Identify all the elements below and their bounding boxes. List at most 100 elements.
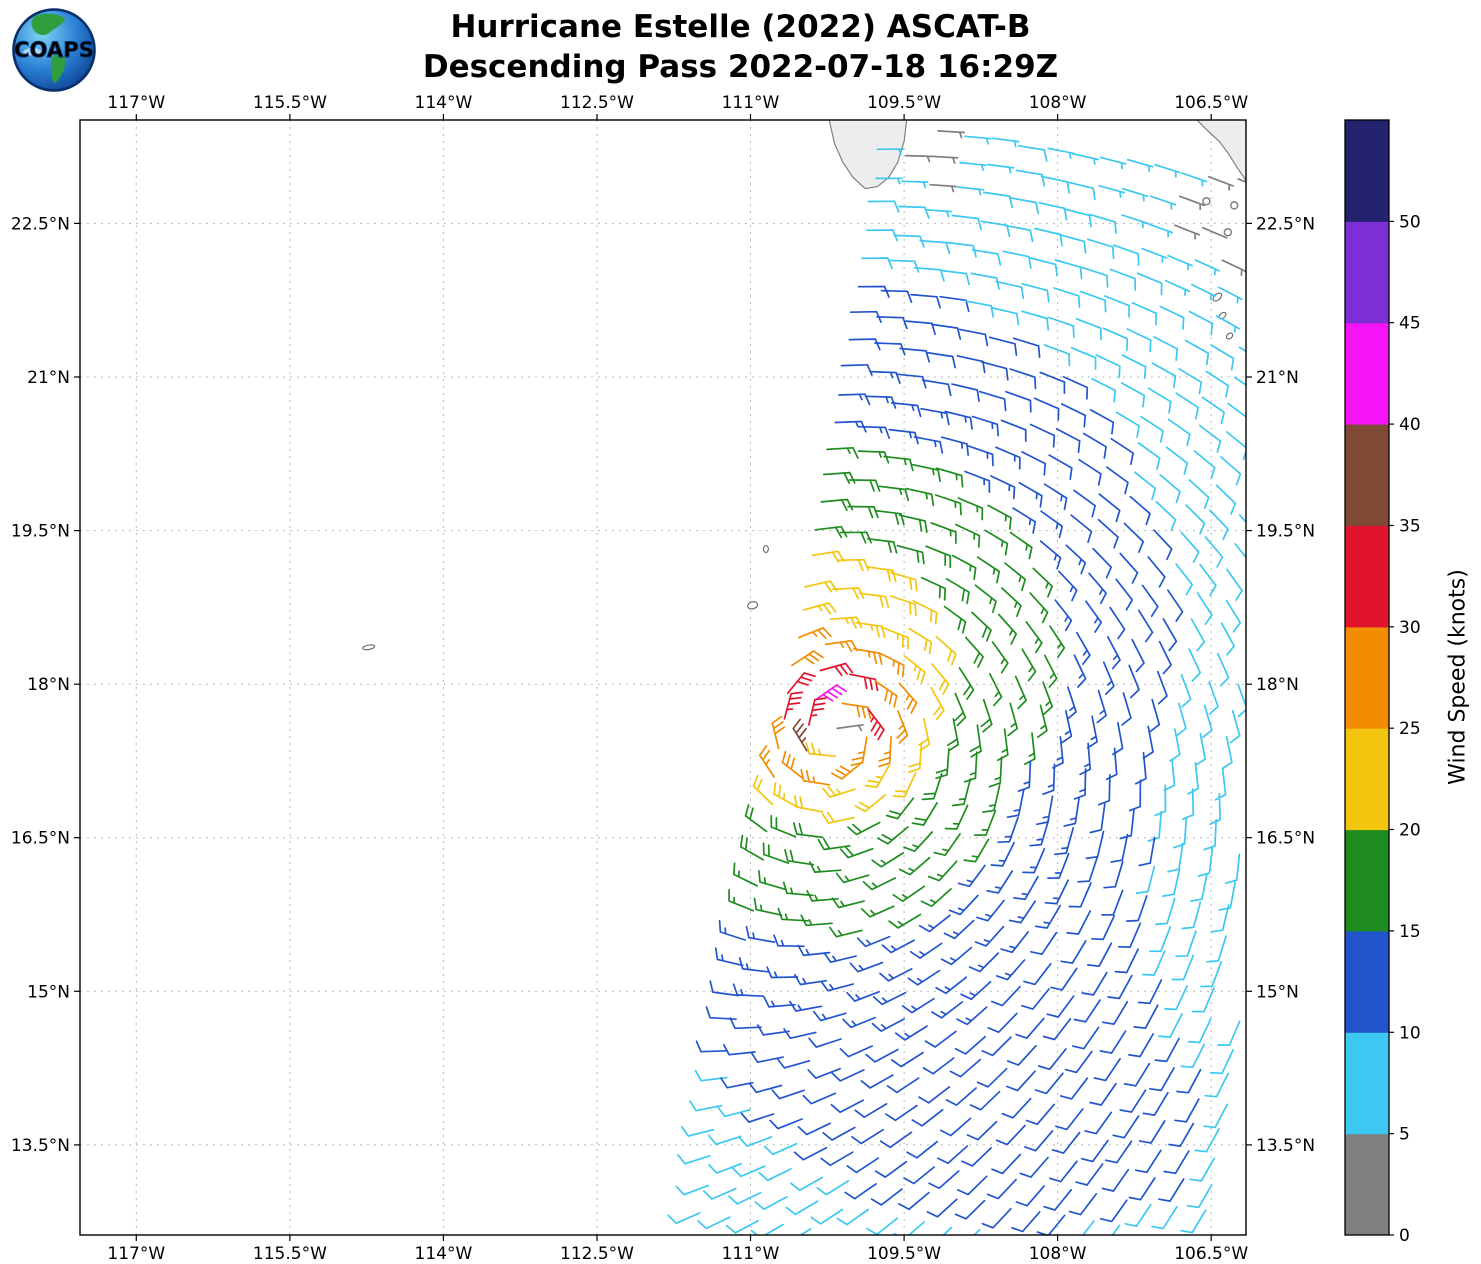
lat-tick-label-left: 18°N — [27, 675, 70, 695]
wind-barb-icon — [959, 161, 987, 171]
wind-barb-icon — [771, 715, 786, 750]
wind-barb-icon — [903, 831, 934, 853]
wind-barb-icon — [1081, 971, 1108, 996]
wind-barb-icon — [1055, 1108, 1084, 1131]
wind-barb-icon — [789, 1176, 824, 1192]
wind-barb-icon — [1065, 544, 1087, 575]
wind-barb-icon — [990, 841, 1015, 867]
wind-barb-icon — [1123, 1062, 1151, 1087]
wind-barb-icon — [1037, 1048, 1067, 1071]
wind-barb-icon — [738, 1136, 773, 1147]
wind-barb-icon — [1115, 411, 1140, 438]
wind-barb-icon — [913, 436, 944, 454]
wind-barb-icon — [1034, 227, 1063, 247]
wind-barb-icon — [882, 627, 909, 650]
wind-barb-icon — [1148, 925, 1172, 953]
wind-barb-icon — [820, 498, 854, 511]
wind-barb-icon — [820, 1151, 854, 1167]
wind-barb-icon — [831, 761, 863, 780]
wind-barb-icon — [920, 888, 952, 908]
coastline-mexico-mainland-coast — [1196, 120, 1246, 183]
wind-barb-icon — [921, 379, 952, 397]
wind-barb-icon — [871, 852, 905, 868]
wind-barb-icon — [951, 778, 972, 807]
wind-barb-icon — [991, 641, 1009, 674]
wind-barb-icon — [929, 183, 957, 193]
wind-barb-icon — [847, 821, 881, 836]
lon-tick-label-top: 111°W — [722, 93, 780, 113]
wind-barb-icon — [814, 684, 847, 702]
colorbar-tick-label: 20 — [1399, 821, 1421, 841]
wind-barb-icon — [1099, 1199, 1128, 1223]
wind-barb-icon — [862, 877, 897, 891]
wind-barb-icon — [1190, 872, 1208, 903]
wind-barb-icon — [889, 571, 918, 592]
wind-barb-icon — [1220, 622, 1235, 656]
lon-tick-label-top: 114°W — [415, 93, 473, 113]
wind-barb-icon — [1060, 403, 1087, 428]
wind-barb-icon — [758, 745, 775, 778]
wind-barb-icon — [1174, 1098, 1200, 1123]
colorbar-segment — [1345, 322, 1389, 425]
wind-barb-icon — [937, 1145, 969, 1165]
wind-barb-icon — [1089, 213, 1117, 234]
wind-barb-icon — [935, 976, 968, 995]
lon-tick-label-bottom: 108°W — [1029, 1244, 1087, 1264]
lon-tick-label-bottom: 117°W — [107, 1244, 165, 1264]
wind-barb-icon — [1043, 344, 1071, 367]
lat-tick-label-right: 18°N — [1256, 675, 1299, 695]
wind-barb-icon — [1077, 855, 1099, 883]
colorbar-label: Wind Speed (knots) — [1445, 569, 1471, 785]
wind-barb-icon — [1004, 562, 1027, 592]
wind-barb-icon — [948, 894, 979, 916]
wind-barb-icon — [1039, 371, 1066, 395]
lat-tick-label-left: 21°N — [27, 368, 70, 388]
wind-barb-icon — [1029, 818, 1050, 847]
wind-barb-icon — [783, 691, 804, 720]
wind-barb-icon — [1119, 552, 1139, 584]
wind-barb-icon — [1131, 301, 1158, 326]
wind-barb-icon — [1023, 962, 1052, 986]
wind-barb-icon — [1002, 250, 1032, 269]
wind-barb-icon — [797, 1122, 832, 1136]
wind-barb-icon — [707, 1134, 742, 1146]
wind-barb-icon — [1005, 390, 1032, 413]
wind-barb-icon — [1180, 172, 1208, 187]
wind-barb-icon — [826, 446, 859, 459]
wind-barb-icon — [937, 130, 965, 139]
wind-barb-icon — [791, 650, 824, 667]
axis-labels: 117°W 117°W 115.5°W 115.5°W 114°W 114°W 112.5°… — [11, 93, 1315, 1264]
wind-barb-icon — [1138, 836, 1156, 867]
wind-barb-icon — [1054, 827, 1075, 856]
wind-barb-icon — [789, 1000, 823, 1012]
wind-barb-icon — [1138, 1120, 1166, 1144]
wind-barb-icon — [750, 1051, 784, 1064]
wind-barb-icon — [1167, 254, 1193, 271]
wind-barb-icon — [1204, 1072, 1230, 1098]
wind-barb-icon — [1136, 272, 1163, 296]
wind-barb-icon — [1208, 792, 1222, 826]
wind-barb-icon — [978, 390, 1007, 412]
lon-tick-label-bottom: 112.5°W — [560, 1244, 634, 1264]
wind-barb-icon — [892, 885, 926, 903]
island-clarion — [362, 644, 376, 651]
wind-barb-icon — [910, 293, 941, 309]
wind-barb-icon — [1115, 578, 1134, 611]
wind-barb-icon — [703, 1187, 737, 1200]
wind-barb-icon — [939, 1117, 972, 1137]
wind-barb-icon — [1097, 773, 1111, 806]
wind-barb-icon — [800, 914, 833, 927]
wind-barb-icon — [888, 913, 922, 929]
lat-tick-label-left: 19.5°N — [11, 522, 70, 542]
wind-barb-icon — [1159, 474, 1181, 504]
colorbar-segment — [1345, 1133, 1389, 1236]
wind-barb-icon — [675, 1184, 710, 1196]
wind-barb-icon — [980, 698, 993, 733]
wind-barb-icon — [976, 899, 1005, 922]
wind-barb-icon — [1036, 704, 1048, 739]
wind-barb-icon — [988, 672, 1003, 707]
wind-barb-icon — [793, 822, 824, 839]
wind-barb-icon — [967, 444, 994, 467]
wind-barb-icon — [1095, 354, 1121, 379]
wind-barb-icon — [877, 826, 909, 845]
